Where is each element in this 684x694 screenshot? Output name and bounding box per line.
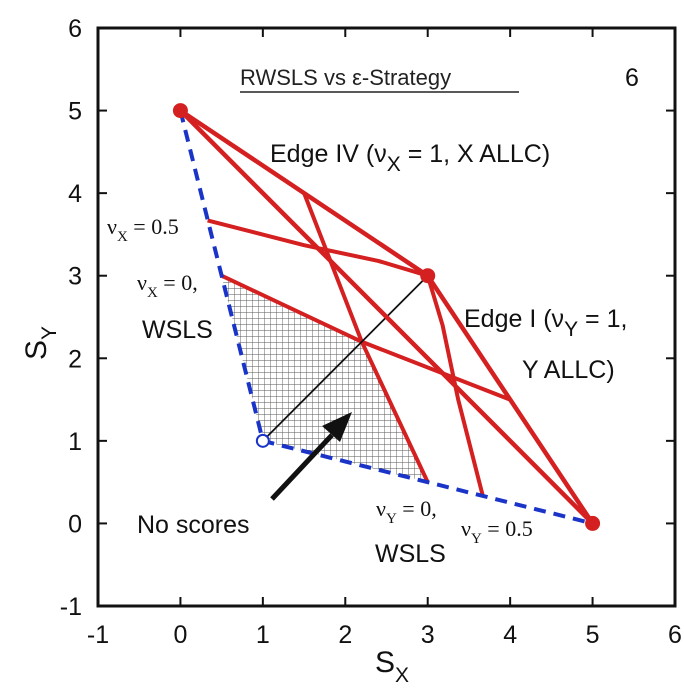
y-tick-label: -1 — [60, 593, 82, 621]
x-tick-label: 1 — [256, 621, 270, 649]
svg-text:SY: SY — [20, 326, 61, 360]
nu-x-zero-label: νX = 0, — [137, 270, 198, 301]
curve-line — [425, 275, 485, 497]
wsls-bottom-label: WSLS — [375, 540, 446, 568]
edge-i-label-line2: Y ALLC) — [522, 356, 615, 384]
edge-iv-label: Edge IV (νX = 1, X ALLC) — [270, 140, 550, 176]
ticks — [98, 28, 675, 606]
y-tick-label: 1 — [68, 428, 82, 456]
edge-line — [178, 108, 430, 278]
curve-line — [207, 218, 429, 278]
edge-line — [425, 273, 595, 526]
y-tick-labels: -1 0 1 2 3 4 5 6 — [60, 15, 82, 621]
chart-title: RWSLS vs ε-Strategy — [240, 65, 451, 90]
edge-i-label: Edge I (νY = 1, — [464, 305, 627, 341]
x-tick-labels: -1 0 1 2 3 4 5 6 — [87, 621, 682, 649]
corner-points — [172, 103, 601, 531]
y-tick-label: 4 — [68, 180, 82, 208]
y-axis-label: SY — [20, 326, 61, 360]
corner-point — [585, 515, 601, 531]
plot-frame — [96, 26, 677, 608]
diagonal-line — [262, 275, 429, 442]
y-tick-label: 0 — [68, 510, 82, 538]
nu-y-half-label: νY = 0.5 — [461, 516, 533, 547]
x-tick-label: 5 — [586, 621, 600, 649]
edge-line — [178, 108, 595, 526]
no-scores-arrow — [270, 412, 352, 501]
open-point — [255, 433, 270, 448]
x-tick-label: -1 — [87, 621, 109, 649]
red-edges — [178, 108, 595, 526]
x-tick-label: 2 — [338, 621, 352, 649]
panel-label: 6 — [625, 64, 639, 92]
corner-point — [172, 103, 188, 119]
y-tick-label: 5 — [68, 98, 82, 126]
nu-x-half-label: νX = 0.5 — [107, 214, 179, 245]
no-scores-label: No scores — [137, 511, 250, 539]
wsls-left-label: WSLS — [142, 316, 213, 344]
nu-y-zero-label: νY = 0, — [376, 496, 437, 527]
x-tick-label: 6 — [668, 621, 682, 649]
x-tick-label: 0 — [173, 621, 187, 649]
y-tick-label: 3 — [68, 263, 82, 291]
y-tick-label: 6 — [68, 15, 82, 43]
y-tick-label: 2 — [68, 345, 82, 373]
x-axis-label: SX — [375, 646, 409, 687]
x-tick-label: 4 — [503, 621, 517, 649]
corner-point — [420, 268, 436, 284]
x-tick-label: 3 — [421, 621, 435, 649]
